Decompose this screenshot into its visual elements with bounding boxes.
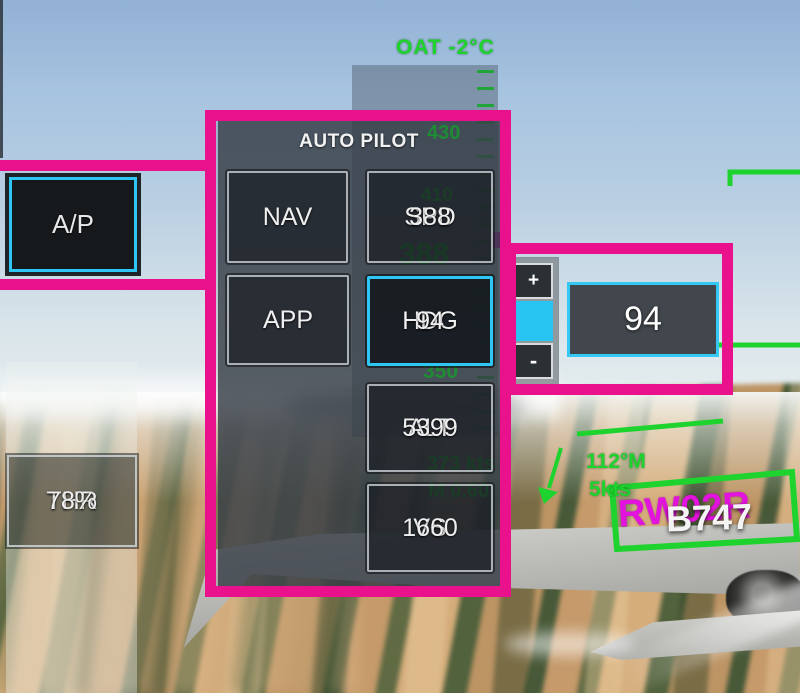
increment-button[interactable]: + [514, 263, 553, 299]
hdg-setting-value: 94 [624, 300, 662, 338]
minus-icon: - [529, 348, 538, 373]
app-button[interactable]: APP [227, 275, 349, 365]
window-edge-line [0, 0, 3, 158]
nav-button-label: NAV [262, 202, 313, 231]
autopilot-master-label: A/P [52, 209, 94, 239]
autopilot-master-button[interactable]: A/P [9, 177, 137, 272]
oat-readout: OAT -2°C [396, 36, 495, 59]
hdg-setting-display[interactable]: 94 [567, 282, 719, 357]
vs-button-value: 1660 [402, 513, 458, 542]
spd-button-value: 388 [409, 202, 451, 231]
stepper-indicator[interactable] [514, 301, 553, 341]
app-button-label: APP [262, 305, 314, 334]
alt-button-value: 5399 [402, 413, 458, 442]
wind-heading-readout: 112°M [586, 450, 646, 473]
nav-button[interactable]: NAV [227, 171, 348, 263]
vs-button[interactable]: VS 1660 [367, 484, 493, 572]
hdg-button-label: HDG [402, 306, 458, 335]
hdg-button[interactable]: HDG 94 [367, 276, 493, 366]
spd-button-label: SPD [404, 202, 456, 231]
wind-speed-readout: 5kts [589, 478, 632, 501]
vs-button-label: VS [413, 513, 447, 542]
throttle-button[interactable]: THR 78% [7, 455, 137, 547]
throttle-button-value: 78% [46, 486, 98, 515]
alt-button[interactable]: ALT 5399 [367, 384, 493, 472]
throttle-button-label: THR [46, 486, 98, 515]
alt-button-label: ALT [408, 413, 452, 442]
spd-button[interactable]: SPD 388 [367, 171, 493, 263]
plus-icon: + [527, 270, 540, 291]
aircraft-type-label: B747 [665, 495, 753, 540]
tape-value: 430 [427, 122, 461, 144]
small-cloud-puff [505, 632, 635, 656]
hdg-button-value: 94 [416, 306, 444, 335]
autopilot-panel-title: AUTO PILOT [299, 131, 419, 152]
decrement-button[interactable]: - [514, 343, 553, 379]
